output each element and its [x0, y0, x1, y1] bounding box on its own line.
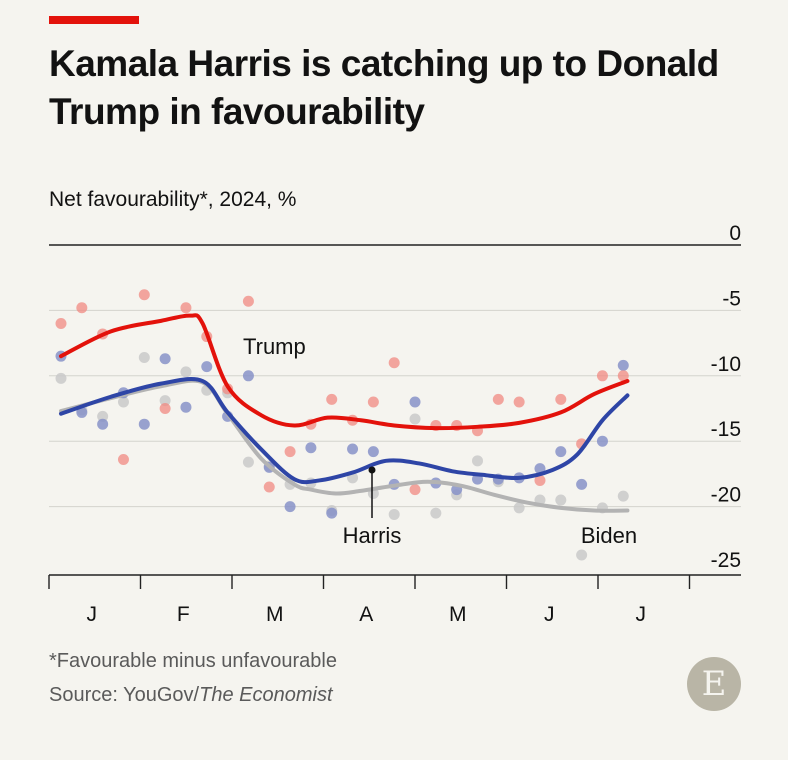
biden-label: Biden — [581, 523, 637, 548]
x-tick-label: J — [544, 603, 555, 626]
accent-bar — [49, 16, 139, 24]
harris-data-point — [596, 435, 608, 447]
harris-data-point — [555, 446, 567, 458]
trump-data-point — [326, 393, 338, 405]
trump-data-point — [284, 446, 296, 458]
y-tick-label: 0 — [729, 222, 741, 245]
trump-data-point — [180, 302, 192, 314]
harris-data-point — [138, 418, 150, 430]
biden-data-point — [242, 456, 254, 468]
biden-data-point — [430, 507, 442, 519]
trump-data-point — [409, 484, 421, 496]
y-tick-label: -25 — [711, 549, 741, 572]
trend-lines — [59, 313, 630, 513]
x-tick-label: M — [449, 603, 467, 626]
trump-data-point — [492, 393, 504, 405]
y-axis-labels: 0 -5 -10 -15 -20 -25 — [711, 222, 741, 572]
x-tick-label: J — [636, 603, 647, 626]
biden-data-point — [55, 372, 67, 384]
harris-data-point — [97, 418, 109, 430]
trump-data-point — [596, 370, 608, 382]
trump-data-point — [263, 481, 275, 493]
biden-data-point — [513, 502, 525, 514]
trump-data-point — [617, 370, 629, 382]
x-tick-label: J — [87, 603, 98, 626]
harris-data-point — [409, 396, 421, 408]
biden-data-point — [409, 413, 421, 425]
harris-data-point — [326, 507, 338, 519]
trump-data-point — [159, 403, 171, 414]
trump-label: Trump — [243, 334, 306, 359]
trump-data-point — [55, 317, 67, 329]
y-tick-label: -20 — [711, 484, 741, 507]
biden-data-point — [159, 395, 171, 407]
biden-data-point — [555, 494, 567, 506]
x-tick-label: A — [359, 603, 373, 626]
biden-data-point — [576, 549, 588, 561]
biden-trend-line — [59, 378, 630, 513]
chart-title: Kamala Harris is catching up to Donald T… — [49, 43, 719, 132]
biden-data-point — [180, 366, 192, 378]
harris-data-point — [242, 370, 254, 382]
trump-trend-line — [59, 313, 630, 431]
trump-data-point — [513, 396, 525, 408]
economist-logo: E — [687, 657, 741, 711]
y-tick-label: -15 — [711, 418, 741, 441]
harris-data-point — [180, 401, 192, 413]
source-prefix: Source: YouGov/ — [49, 684, 200, 706]
biden-data-point — [388, 508, 400, 520]
source-note: Source: YouGov/The Economist — [49, 684, 333, 707]
harris-data-point — [284, 501, 296, 513]
chart-area: 0 -5 -10 -15 -20 -25 J F M A M J J Trump Harris Biden — [48, 222, 741, 626]
trump-data-point — [388, 357, 400, 369]
trump-data-point — [138, 289, 150, 301]
harris-data-point — [576, 478, 588, 490]
chart-subtitle: Net favourability*, 2024, % — [49, 188, 297, 211]
x-tick-label: M — [266, 603, 284, 626]
biden-data-point — [138, 351, 150, 363]
biden-data-point — [472, 455, 483, 467]
trump-data-point — [534, 474, 546, 486]
trump-data-point — [117, 454, 129, 466]
harris-data-point — [367, 446, 379, 458]
y-tick-label: -5 — [722, 287, 741, 310]
data-points — [55, 289, 629, 561]
harris-trend-line — [59, 377, 630, 485]
series-annotations: Trump Harris Biden — [243, 334, 637, 548]
trump-data-point — [367, 396, 379, 408]
footnote: *Favourable minus unfavourable — [49, 650, 337, 672]
trump-data-point — [242, 295, 254, 307]
y-tick-label: -10 — [711, 353, 741, 376]
harris-data-point — [305, 442, 317, 454]
trump-data-point — [76, 302, 88, 314]
biden-data-point — [97, 410, 109, 422]
harris-data-point — [201, 361, 213, 373]
source-publication: The Economist — [199, 684, 333, 706]
harris-data-point — [617, 359, 629, 371]
harris-data-point — [347, 443, 359, 455]
gridlines — [49, 244, 741, 508]
harris-data-point — [76, 406, 88, 418]
harris-data-point — [159, 353, 171, 365]
x-tick-label: F — [177, 603, 190, 626]
harris-label: Harris — [343, 523, 402, 548]
biden-data-point — [117, 396, 129, 408]
biden-data-point — [617, 490, 629, 502]
harris-leader-dot — [368, 466, 376, 474]
trump-data-point — [555, 393, 567, 405]
